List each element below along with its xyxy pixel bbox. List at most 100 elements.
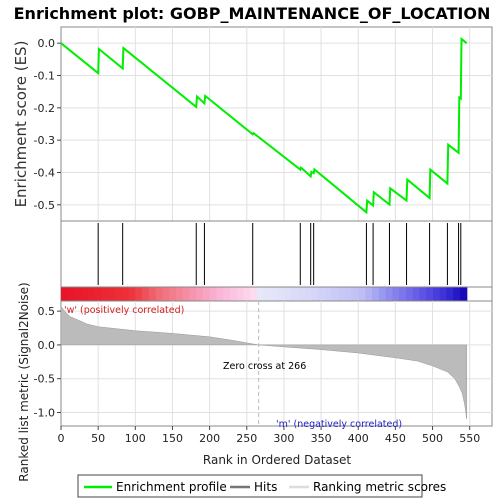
ranking-bar-segment — [250, 287, 258, 301]
ranking-bar-segment — [67, 287, 76, 301]
x-tick-label: 200 — [199, 432, 220, 445]
ranking-bar-segment — [128, 287, 136, 301]
legend-hits-label: Hits — [254, 480, 277, 494]
ranking-bar-segment — [236, 287, 245, 301]
ranking-bar-segment — [446, 287, 454, 301]
ranking-bar-segment — [277, 287, 285, 301]
x-tick-label: 550 — [459, 432, 480, 445]
ranking-bar-segment — [439, 287, 448, 301]
ranking-bar-segment — [243, 287, 251, 301]
ranking-bar-segment — [399, 287, 407, 301]
x-axis-title: Rank in Ordered Dataset — [203, 453, 351, 467]
ranking-bar-segment — [115, 287, 123, 301]
metric-tick-label: 0.5 — [38, 305, 56, 318]
ranking-bar-segment — [453, 287, 461, 301]
ranking-bar-segment — [412, 287, 420, 301]
ranking-bar-segment — [311, 287, 319, 301]
x-tick-label: 100 — [125, 432, 146, 445]
ranking-bar-segment — [432, 287, 441, 301]
hits-group — [97, 223, 462, 285]
x-tick-label: 350 — [311, 432, 332, 445]
metric-y-axis-title: Ranked list metric (Signal2Noise) — [17, 282, 31, 481]
ranking-bar-segment — [297, 287, 306, 301]
ranking-color-bar — [61, 287, 468, 301]
es-tick-label: -0.3 — [34, 134, 55, 147]
ranking-bar-segment — [304, 287, 312, 301]
ranking-bar-segment — [230, 287, 238, 301]
ranking-bar-segment — [365, 287, 373, 301]
ranking-bar-segment — [203, 287, 211, 301]
positive-correlation-label: 'w' (positively correlated) — [64, 305, 184, 316]
x-tick-label: 50 — [91, 432, 105, 445]
ranking-bar-segment — [196, 287, 204, 301]
ranking-bar-segment — [392, 287, 400, 301]
ranking-bar-segment — [351, 287, 360, 301]
ranking-bar-segment — [290, 287, 299, 301]
ranking-bar-segment — [94, 287, 103, 301]
ranking-bar-segment — [216, 287, 224, 301]
ranking-bar-segment — [81, 287, 89, 301]
negative-correlation-label: 'm' (negatively correlated) — [276, 419, 402, 430]
legend-profile-label: Enrichment profile — [116, 480, 227, 494]
metric-tick-label: 0.0 — [38, 339, 56, 352]
enrichment-profile-line — [60, 36, 468, 215]
ranking-bar-segment — [405, 287, 414, 301]
metric-y-axis-ticks: 0.5 0.0 -0.5 -1.0 — [34, 305, 61, 419]
ranking-metric-area — [60, 305, 467, 420]
legend-metric-label: Ranking metric scores — [313, 480, 446, 494]
hits-panel-frame — [60, 220, 493, 288]
es-y-axis-ticks: 0.0 -0.1 -0.2 -0.3 -0.4 -0.5 — [34, 37, 61, 212]
ranking-bar-segment — [74, 287, 82, 301]
x-tick-label: 300 — [273, 432, 294, 445]
x-tick-label: 450 — [385, 432, 406, 445]
ranking-bar-segment — [372, 287, 380, 301]
ranking-bar-segment — [257, 287, 265, 301]
es-y-axis-title: Enrichment score (ES) — [12, 41, 30, 208]
ranking-bar-segment — [88, 287, 96, 301]
ranking-bar-segment — [358, 287, 366, 301]
metric-tick-label: -0.5 — [34, 373, 55, 386]
es-tick-label: -0.2 — [34, 102, 55, 115]
ranking-bar-segment — [419, 287, 427, 301]
x-tick-label: 150 — [162, 432, 183, 445]
ranking-bar-segment — [142, 287, 150, 301]
ranking-bar-segment — [61, 287, 69, 301]
ranking-bar-segment — [223, 287, 231, 301]
ranking-bar-segment — [263, 287, 272, 301]
ranking-bar-segment — [182, 287, 191, 301]
ranking-bar-segment — [209, 287, 218, 301]
es-tick-label: -0.5 — [34, 199, 55, 212]
x-tick-label: 400 — [348, 432, 369, 445]
chart-title: Enrichment plot: GOBP_MAINTENANCE_OF_LOC… — [14, 4, 491, 23]
ranking-bar-segment — [155, 287, 164, 301]
ranking-bar-segment — [169, 287, 177, 301]
ranking-bar-segment — [108, 287, 116, 301]
ranking-bar-segment — [338, 287, 346, 301]
ranking-bar-segment — [162, 287, 170, 301]
ranking-bar-segment — [175, 287, 184, 301]
ranking-bar-segment — [426, 287, 434, 301]
ranking-bar-segment — [148, 287, 157, 301]
ranking-bar-segment — [324, 287, 333, 301]
ranking-bar-segment — [331, 287, 339, 301]
zero-cross-label: Zero cross at 266 — [223, 361, 306, 372]
metric-panel-frame — [60, 300, 493, 427]
x-tick-label: 0 — [58, 432, 65, 445]
es-panel-frame — [60, 26, 493, 222]
ranking-bar-segment — [121, 287, 130, 301]
metric-tick-label: -1.0 — [34, 406, 55, 419]
es-grid — [61, 27, 492, 221]
ranking-bar-segment — [135, 287, 143, 301]
ranking-bar-segment — [189, 287, 197, 301]
ranking-bar-segment — [385, 287, 393, 301]
es-tick-label: -0.4 — [34, 167, 55, 180]
es-tick-label: -0.1 — [34, 70, 55, 83]
es-tick-label: 0.0 — [38, 37, 56, 50]
ranking-bar-segment — [459, 287, 468, 301]
ranking-bar-segment — [345, 287, 353, 301]
x-tick-label: 500 — [422, 432, 443, 445]
ranking-bar-segment — [270, 287, 278, 301]
ranking-bar-segment — [378, 287, 387, 301]
x-tick-label: 250 — [236, 432, 257, 445]
